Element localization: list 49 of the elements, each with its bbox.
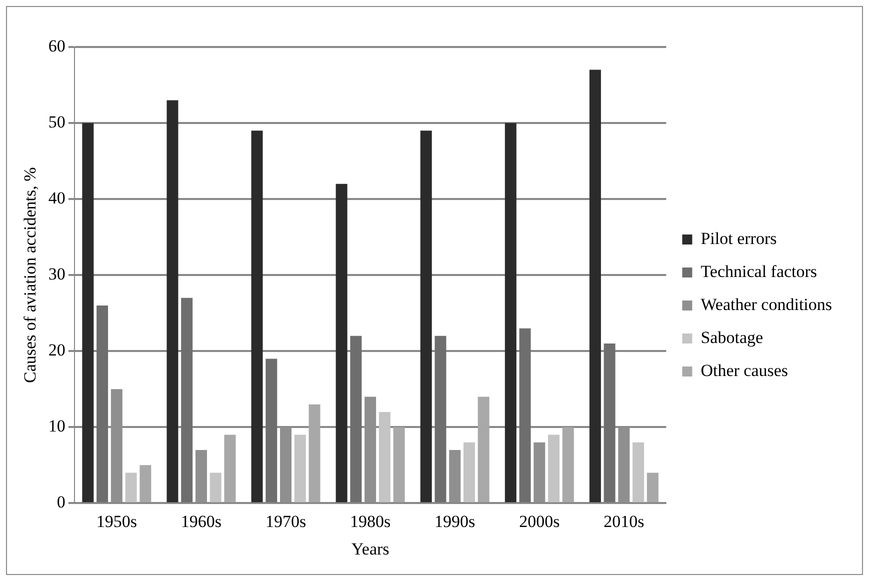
y-tick-label: 10	[48, 416, 66, 436]
legend-label: Pilot errors	[700, 228, 777, 248]
legend-label: Sabotage	[700, 328, 764, 347]
bar	[504, 123, 516, 502]
x-tick-label: 2010s	[604, 512, 644, 531]
bar	[224, 434, 236, 502]
bar	[478, 396, 490, 502]
bar	[125, 472, 137, 502]
bar	[350, 336, 362, 502]
x-tick-label: 1990s	[434, 512, 476, 531]
bar	[589, 70, 601, 502]
bar	[251, 130, 263, 502]
bar	[420, 130, 432, 502]
bar	[378, 412, 390, 502]
x-tick-label: 1980s	[350, 512, 391, 531]
legend-label: Weather conditions	[700, 294, 832, 314]
y-tick-label: 30	[48, 264, 66, 284]
y-axis-title: Causes of aviation accidents, %	[20, 167, 40, 383]
bar	[519, 328, 531, 502]
y-tick-label: 0	[56, 492, 66, 512]
bar	[166, 100, 178, 502]
y-tick-label: 20	[48, 340, 66, 360]
bar	[96, 306, 108, 502]
legend-label: Technical factors	[700, 262, 818, 281]
legend-label: Other causes	[700, 360, 788, 380]
bar	[210, 472, 222, 502]
y-tick-label: 40	[48, 188, 66, 208]
bar	[548, 434, 560, 502]
bar	[308, 404, 320, 502]
bar	[294, 434, 306, 502]
bar	[632, 442, 644, 502]
y-tick-label: 50	[48, 112, 66, 132]
bar	[604, 344, 616, 502]
bar	[463, 442, 475, 502]
x-tick-label: 1960s	[180, 512, 222, 531]
x-tick-label: 2000s	[519, 512, 560, 531]
bar	[266, 358, 278, 502]
bar	[140, 465, 152, 502]
bar	[562, 427, 574, 502]
y-tick-label: 60	[48, 36, 66, 56]
bar	[393, 427, 405, 502]
x-tick-label: 1950s	[96, 512, 137, 531]
bar	[181, 298, 193, 502]
bar	[336, 184, 348, 502]
bar	[434, 336, 446, 502]
bar	[646, 472, 658, 502]
bar	[82, 123, 94, 502]
x-tick-label: 1970s	[265, 512, 306, 531]
x-axis-title: Years	[351, 539, 390, 558]
